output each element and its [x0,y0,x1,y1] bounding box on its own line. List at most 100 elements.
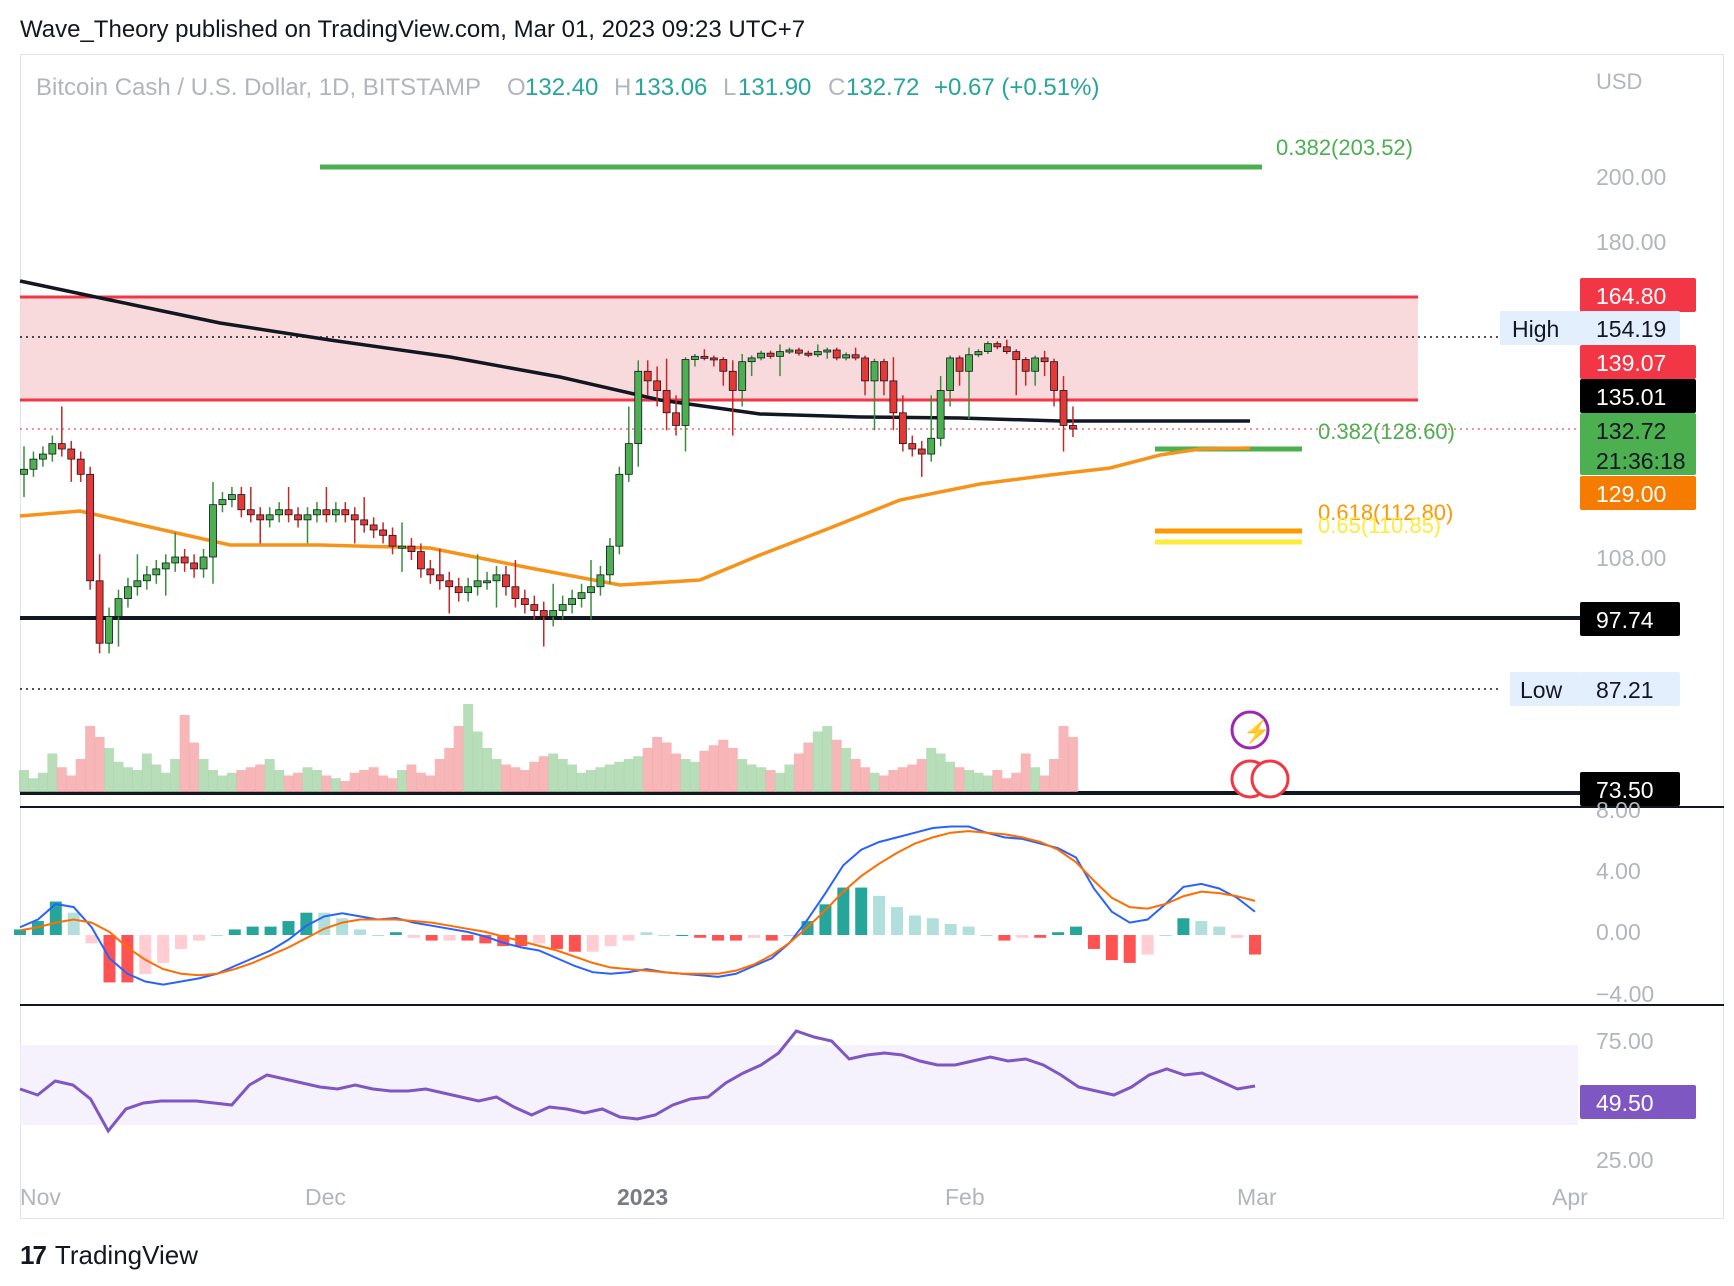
volume-bar [425,775,436,792]
macd-histogram-bar [246,926,259,935]
candle-body [691,355,699,360]
x-axis-label: 2023 [617,1184,668,1210]
x-axis-label: Apr [1552,1184,1588,1210]
volume-bar [699,750,710,792]
macd-histogram-bar [1070,926,1083,935]
macd-histogram-bar [497,935,510,947]
candle-body [530,604,539,611]
candle-body [209,504,217,558]
candle-body [738,361,747,391]
volume-bar [500,764,511,792]
macd-histogram-bar [962,926,975,935]
macd-histogram-bar [1231,935,1244,938]
volume-bar [387,778,398,792]
macd-histogram-bar [157,935,170,963]
price-label-box [1580,413,1696,475]
macd-histogram-bar [425,935,438,941]
candle-body [596,574,605,588]
x-axis-label: Dec [305,1184,346,1210]
volume-bar [897,767,908,792]
candle-body [265,514,274,521]
chart-frame[interactable] [20,54,1724,1219]
macd-histogram-bar [533,935,546,944]
volume-bar [510,767,521,792]
candle-body [369,524,378,531]
macd-histogram-bar [622,935,635,941]
price-tag-box [1500,311,1580,345]
volume-bar [378,775,389,792]
macd-histogram-bar [873,895,886,935]
volume-bar [434,759,445,792]
macd-histogram-bar [1159,935,1172,936]
legend-text: C [828,74,845,101]
volume-bar [642,748,653,792]
volume-bar [557,759,568,792]
tradingview-brand[interactable]: TradingView [54,1240,198,1270]
candle-body [227,494,236,501]
macd-histogram-bar [139,935,152,975]
volume-bar [340,781,351,792]
candle-body [766,352,775,357]
macd-line [19,825,1256,986]
candle-body [1050,361,1058,391]
price-label-value: 129.00 [1596,481,1666,507]
volume-bar [302,767,313,792]
macd-histogram-bar [676,935,689,936]
volume-bar [775,772,785,792]
candle-body [473,580,482,588]
legend-text: +0.67 (+0.51%) [934,74,1099,101]
rsi-value-label: 49.50 [1596,1090,1654,1116]
candle-body [965,354,973,372]
price-label-value: 87.21 [1596,677,1654,703]
volume-bar [19,770,29,792]
candle-body [142,574,151,582]
macd-histogram-bar [1034,935,1047,938]
candle-body [322,509,331,516]
macd-histogram-bar [1016,935,1029,938]
volume-bar [453,726,464,792]
macd-axis-tick: 0.00 [1596,919,1641,945]
price-label-value: 164.80 [1596,283,1666,309]
volume-bar [28,778,39,792]
volume-bar [113,761,124,792]
price-label-value: 154.19 [1596,316,1666,342]
legend-text: L [723,74,736,101]
macd-histogram-bar [1105,935,1118,961]
candle-body [747,357,756,363]
volume-bar [1020,753,1031,792]
candle-body [256,514,265,521]
macd-histogram-bar [1052,932,1065,935]
candle-body [124,586,132,600]
price-tag-label: Low [1520,677,1563,703]
volume-bar [689,761,700,792]
price-label-box [1580,379,1696,413]
volume-bar [680,759,691,792]
volume-bar [746,764,757,792]
volume-bar [311,770,322,792]
candle-body [246,509,255,516]
volume-bar [926,748,937,792]
volume-bar [198,759,209,792]
candle-body [984,343,992,352]
candle-body [993,343,1002,348]
candle-body [190,562,199,570]
macd-histogram-bar [908,915,921,935]
volume-bar [1039,775,1050,792]
price-label-value: 132.72 [1596,418,1666,444]
candle-body [1059,390,1068,426]
volume-bar [321,775,332,792]
candle-body [48,443,57,455]
volume-bar [94,737,105,792]
volume-bar [491,759,502,792]
macd-histogram-bar [354,929,367,935]
volume-bar [586,770,596,792]
price-tag-box [1510,672,1580,706]
candle-body [804,352,813,356]
volume-bar [595,767,606,792]
macd-histogram-bar [336,918,349,935]
macd-histogram-bar [729,935,742,941]
volume-bar [803,742,814,792]
price-axis-tick: 180.00 [1596,229,1666,255]
volume-bar [529,761,540,792]
